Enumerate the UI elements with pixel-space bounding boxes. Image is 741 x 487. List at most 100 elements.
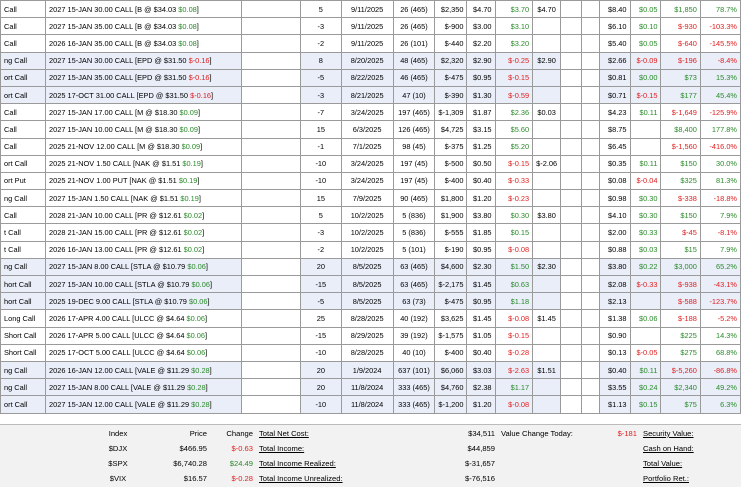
spacer-cell — [560, 343, 583, 362]
net-cost: $4,725 — [434, 120, 468, 139]
gain-loss: $-188 — [660, 309, 701, 328]
open-date: 9/11/2025 — [340, 0, 394, 19]
open-date: 7/1/2025 — [340, 137, 394, 156]
net-cost: $-400 — [434, 171, 468, 191]
option-description: 2027 15-JAN 35.00 CALL [EPD @ $31.50 $-0… — [45, 68, 243, 87]
net-debit — [532, 137, 562, 156]
day-change: $0.11 — [629, 360, 662, 380]
option-label: 2027 15-JAN 17.00 CALL [M @ $18.30 — [49, 107, 178, 117]
gain-loss-pct: -8.4% — [699, 51, 741, 70]
spacer-cell — [241, 378, 301, 397]
table-row[interactable]: ort Put 2025 21-NOV 1.00 PUT [NAK @ $1.51… — [0, 171, 741, 191]
option-description: 2027 15-JAN 17.00 CALL [M @ $18.30 $0.09… — [45, 103, 243, 122]
underlying-change: $-0.16 — [190, 90, 212, 100]
underlying-change: $0.28 — [191, 399, 210, 409]
quantity: -5 — [299, 68, 342, 87]
net-debit — [532, 171, 562, 191]
bracket-close: ] — [200, 159, 203, 169]
current-price: $3.80 — [599, 257, 631, 277]
spacer-cell — [581, 85, 601, 105]
current-price: $0.88 — [599, 240, 631, 259]
table-row[interactable]: ng Call 2026 16-JAN 12.00 CALL [VALE @ $1… — [0, 360, 741, 380]
option-label: 2025 21-NOV 12.00 CALL [M @ $18.30 — [49, 142, 180, 152]
option-label: 2027 15-JAN 30.00 CALL [B @ $34.03 — [49, 4, 177, 14]
spacer-cell — [581, 154, 601, 173]
position-type: ng Call — [0, 51, 47, 70]
day-change: $0.11 — [629, 154, 662, 173]
gain-loss: $325 — [660, 171, 701, 191]
table-row[interactable]: ort Call 2027 15-JAN 12.00 CALL [VALE @ $… — [0, 395, 741, 414]
option-description: 2027 15-JAN 10.00 CALL [M @ $18.30 $0.09… — [45, 120, 243, 139]
underlying-change: $0.06 — [186, 331, 206, 341]
option-label: 2027 15-JAN 8.00 CALL [VALE @ $11.29 — [49, 382, 185, 392]
spacer-cell — [560, 326, 583, 345]
underlying-change: $0.06 — [191, 279, 210, 289]
table-row[interactable]: ort Call 2025 21-NOV 1.50 CALL [NAK @ $1.… — [0, 154, 741, 173]
index-symbol: $VIX — [109, 474, 127, 483]
index-change: $24.49 — [229, 459, 253, 468]
day-change: $-0.05 — [629, 343, 662, 362]
position-type: Call — [0, 34, 47, 53]
option-label: 2027 15-JAN 8.00 CALL [STLA @ $10.79 — [49, 262, 186, 272]
spacer-cell — [560, 257, 583, 277]
table-row[interactable]: ort Call 2025 17-OCT 31.00 CALL [EPD @ $3… — [0, 85, 741, 105]
table-row[interactable]: Short Call 2026 17-APR 5.00 CALL [ULCC @ … — [0, 326, 741, 345]
spacer-cell — [241, 34, 301, 53]
table-row[interactable]: Long Call 2026 17-APR 4.00 CALL [ULCC @ $… — [0, 309, 741, 328]
option-description: 2028 21-JAN 10.00 CALL [PR @ $12.61 $0.0… — [45, 206, 243, 225]
spacer-cell — [581, 274, 601, 294]
net-debit — [532, 240, 562, 259]
quantity: 25 — [299, 309, 342, 328]
table-row[interactable]: Call 2027 15-JAN 30.00 CALL [B @ $34.03 $… — [0, 0, 741, 19]
table-row[interactable]: t Call 2026 16-JAN 13.00 CALL [PR @ $12.6… — [0, 240, 741, 259]
spacer-cell — [241, 68, 301, 87]
quantity: 5 — [299, 0, 342, 19]
option-label: 2026 17-APR 4.00 CALL [ULCC @ $4.64 — [49, 313, 185, 323]
table-row[interactable]: hort Call 2025 19-DEC 9.00 CALL [STLA @ $… — [0, 292, 741, 311]
spacer-cell — [241, 206, 301, 225]
price-return: $-0.15 — [494, 326, 534, 345]
table-row[interactable]: ng Call 2027 15-JAN 8.00 CALL [VALE @ $11… — [0, 378, 741, 397]
days-held: 63 (73) — [392, 292, 436, 311]
position-type: ort Call — [0, 85, 47, 105]
value-change-value: $-181 — [617, 429, 637, 438]
gain-loss-pct: 14.3% — [699, 326, 741, 345]
gain-loss: $-196 — [660, 51, 701, 70]
position-type: ng Call — [0, 189, 47, 208]
index-symbol: $DJX — [108, 444, 128, 453]
table-row[interactable]: Call 2027 15-JAN 10.00 CALL [M @ $18.30 $… — [0, 120, 741, 139]
table-row[interactable]: hort Call 2027 15-JAN 10.00 CALL [STLA @ … — [0, 274, 741, 294]
open-price: $3.03 — [466, 360, 496, 380]
spacer-cell — [560, 0, 583, 19]
table-row[interactable]: t Call 2028 21-JAN 15.00 CALL [PR @ $12.6… — [0, 223, 741, 242]
position-type: Call — [0, 137, 47, 156]
net-debit — [532, 292, 562, 311]
day-change: $-0.33 — [629, 274, 662, 294]
underlying-change: $0.28 — [187, 382, 206, 392]
net-cost: $-555 — [434, 223, 468, 242]
bracket-close: ] — [205, 348, 208, 358]
option-label: 2027 15-JAN 10.00 CALL [STLA @ $10.79 — [49, 279, 190, 289]
table-row[interactable]: ng Call 2027 15-JAN 30.00 CALL [EPD @ $31… — [0, 51, 741, 70]
table-row[interactable]: Short Call 2025 17-OCT 5.00 CALL [ULCC @ … — [0, 343, 741, 362]
gain-loss-pct: 49.2% — [699, 378, 741, 397]
table-row[interactable]: Call 2027 15-JAN 17.00 CALL [M @ $18.30 $… — [0, 103, 741, 122]
spacer-cell — [241, 0, 301, 19]
table-row[interactable]: ort Call 2027 15-JAN 35.00 CALL [EPD @ $3… — [0, 68, 741, 87]
spacer-cell — [560, 137, 583, 156]
price-return: $-2.63 — [494, 360, 534, 380]
table-row[interactable]: Call 2025 21-NOV 12.00 CALL [M @ $18.30 $… — [0, 137, 741, 156]
spacer-cell — [241, 257, 301, 277]
quantity: -1 — [299, 137, 342, 156]
table-row[interactable]: ng Call 2027 15-JAN 8.00 CALL [STLA @ $10… — [0, 257, 741, 277]
table-row[interactable]: Call 2028 21-JAN 10.00 CALL [PR @ $12.61 … — [0, 206, 741, 225]
price-return: $-0.15 — [494, 68, 534, 87]
table-row[interactable]: ng Call 2027 15-JAN 1.50 CALL [NAK @ $1.5… — [0, 189, 741, 208]
underlying-change: $0.09 — [179, 107, 199, 117]
price-return: $-0.25 — [494, 51, 534, 70]
day-change: $0.33 — [629, 223, 662, 242]
position-type: hort Call — [0, 292, 47, 311]
table-row[interactable]: Call 2026 16-JAN 35.00 CALL [B @ $34.03 $… — [0, 34, 741, 53]
table-row[interactable]: Call 2027 15-JAN 35.00 CALL [B @ $34.03 $… — [0, 17, 741, 36]
spacer-cell — [581, 189, 601, 208]
